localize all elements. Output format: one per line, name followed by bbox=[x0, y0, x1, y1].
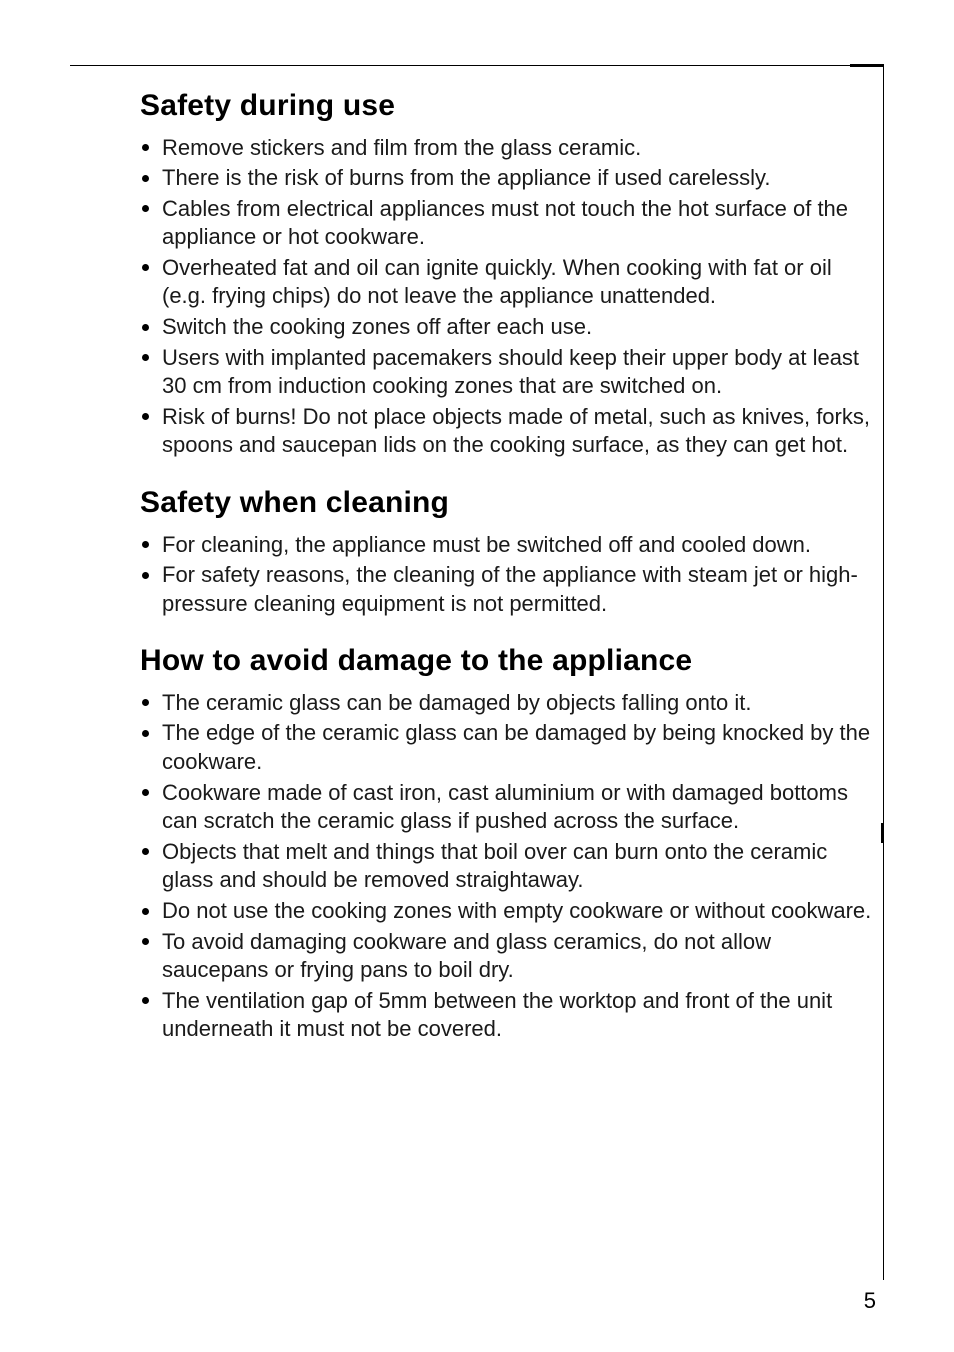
page-number: 5 bbox=[864, 1288, 876, 1314]
heading-safety-use: Safety during use bbox=[140, 89, 878, 124]
list-item: For cleaning, the appliance must be swit… bbox=[140, 531, 878, 560]
heading-safety-cleaning: Safety when cleaning bbox=[140, 486, 878, 521]
list-item: Objects that melt and things that boil o… bbox=[140, 838, 878, 895]
page: Safety during use Remove stickers and fi… bbox=[0, 0, 954, 1352]
list-item: To avoid damaging cookware and glass cer… bbox=[140, 928, 878, 985]
list-item: There is the risk of burns from the appl… bbox=[140, 164, 878, 193]
page-content: Safety during use Remove stickers and fi… bbox=[140, 89, 884, 1044]
list-item: The edge of the ceramic glass can be dam… bbox=[140, 719, 878, 776]
list-safety-use: Remove stickers and film from the glass … bbox=[140, 134, 878, 461]
list-avoid-damage: The ceramic glass can be damaged by obje… bbox=[140, 689, 878, 1044]
list-item: The ceramic glass can be damaged by obje… bbox=[140, 689, 878, 718]
list-item: Do not use the cooking zones with empty … bbox=[140, 897, 878, 926]
list-item: Users with implanted pacemakers should k… bbox=[140, 344, 878, 401]
heading-avoid-damage: How to avoid damage to the appliance bbox=[140, 644, 878, 679]
list-item: Overheated fat and oil can ignite quickl… bbox=[140, 254, 878, 311]
side-notch bbox=[881, 823, 884, 843]
list-item: Cookware made of cast iron, cast alumini… bbox=[140, 779, 878, 836]
list-item: Risk of burns! Do not place objects made… bbox=[140, 403, 878, 460]
list-item: For safety reasons, the cleaning of the … bbox=[140, 561, 878, 618]
list-item: Cables from electrical appliances must n… bbox=[140, 195, 878, 252]
list-item: Remove stickers and film from the glass … bbox=[140, 134, 878, 163]
list-safety-cleaning: For cleaning, the appliance must be swit… bbox=[140, 531, 878, 619]
top-rule bbox=[70, 65, 884, 66]
list-item: The ventilation gap of 5mm between the w… bbox=[140, 987, 878, 1044]
right-frame bbox=[883, 65, 884, 1280]
list-item: Switch the cooking zones off after each … bbox=[140, 313, 878, 342]
